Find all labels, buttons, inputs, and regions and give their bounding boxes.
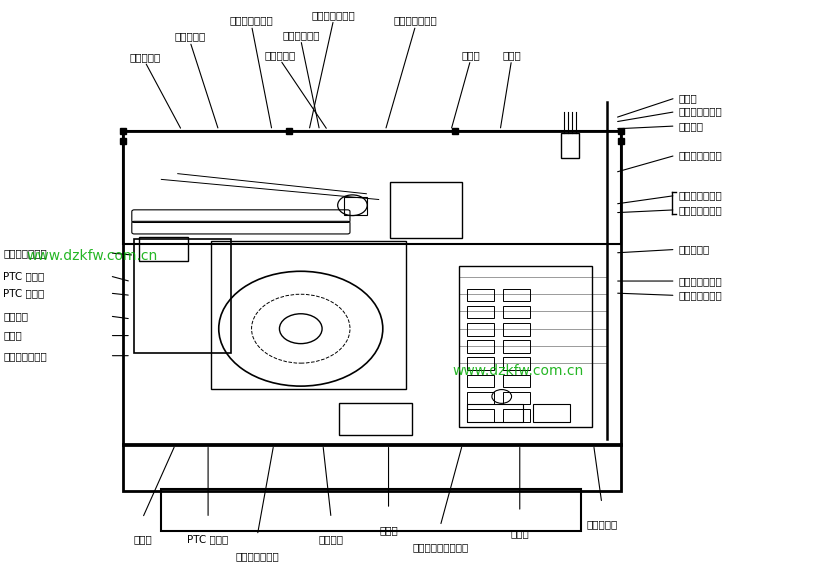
- Bar: [467, 288, 494, 301]
- Bar: [123, 444, 621, 490]
- Text: 接风盒: 接风盒: [133, 534, 151, 544]
- Text: 电线护套圈: 电线护套圈: [174, 32, 206, 42]
- Text: 十字槽盘头螺钉: 十字槽盘头螺钉: [235, 552, 279, 561]
- Text: 电子门锁引接线: 电子门锁引接线: [678, 290, 722, 301]
- Text: 电线护套圈: 电线护套圈: [678, 245, 709, 254]
- Text: 飞机支撑脚: 飞机支撑脚: [586, 519, 617, 529]
- Bar: [467, 374, 494, 387]
- Bar: [504, 357, 530, 370]
- Bar: [504, 392, 530, 404]
- Text: 辉光启动器座: 辉光启动器座: [282, 30, 319, 40]
- Bar: [467, 392, 494, 404]
- Text: PTC 加热器: PTC 加热器: [3, 288, 44, 298]
- Text: 缠绕护套管: 缠绕护套管: [129, 52, 160, 62]
- Text: 十字槽盘头螺钉: 十字槽盘头螺钉: [678, 190, 722, 200]
- Bar: [211, 241, 406, 389]
- Text: 烘干引接线组件: 烘干引接线组件: [393, 16, 438, 25]
- Bar: [467, 409, 494, 422]
- Text: 外锯齿锁紧垫圈: 外锯齿锁紧垫圈: [678, 205, 722, 215]
- Text: 温控器: 温控器: [3, 331, 21, 340]
- Text: 风机垫脚: 风机垫脚: [319, 534, 344, 544]
- Text: 变压器: 变压器: [461, 50, 480, 60]
- Text: PTC 后支架: PTC 后支架: [188, 534, 229, 544]
- Bar: [139, 237, 188, 261]
- Text: 十字槽盘头螺钉: 十字槽盘头螺钉: [678, 150, 722, 160]
- Text: PTC 前支架: PTC 前支架: [3, 271, 44, 281]
- Bar: [467, 323, 494, 336]
- Text: 接线端子: 接线端子: [678, 121, 703, 131]
- Bar: [504, 288, 530, 301]
- Bar: [467, 404, 523, 422]
- Bar: [123, 130, 621, 243]
- Text: 辉光启动器: 辉光启动器: [265, 50, 296, 60]
- Text: 电源引线组急案: 电源引线组急案: [678, 276, 722, 286]
- Bar: [134, 239, 231, 353]
- Bar: [560, 133, 579, 158]
- Bar: [504, 306, 530, 319]
- Bar: [459, 265, 592, 428]
- Text: 十字槽沉头螺钉: 十字槽沉头螺钉: [678, 107, 722, 117]
- Bar: [339, 403, 412, 435]
- Text: 门控开关串联引接线: 门控开关串联引接线: [412, 542, 468, 552]
- Text: 烘干回路线组件: 烘干回路线组件: [3, 248, 47, 258]
- Bar: [390, 182, 463, 238]
- Bar: [467, 306, 494, 319]
- Bar: [344, 197, 367, 215]
- Bar: [533, 404, 570, 422]
- Bar: [504, 323, 530, 336]
- Bar: [161, 489, 581, 531]
- Bar: [504, 374, 530, 387]
- Text: www.dzkfw.com.cn: www.dzkfw.com.cn: [453, 364, 584, 377]
- Text: 电器罩定位支板: 电器罩定位支板: [3, 351, 47, 361]
- Text: 左右灯座引接线: 左右灯座引接线: [230, 16, 273, 25]
- Bar: [504, 409, 530, 422]
- Text: 保洁引接线组件: 保洁引接线组件: [312, 10, 356, 20]
- Text: www.dzkfw.com.cn: www.dzkfw.com.cn: [26, 249, 157, 263]
- Bar: [467, 340, 494, 353]
- Bar: [504, 340, 530, 353]
- Bar: [467, 357, 494, 370]
- Bar: [123, 130, 621, 445]
- Text: 接风盒盖: 接风盒盖: [3, 311, 28, 321]
- Text: 后盖板: 后盖板: [502, 50, 521, 60]
- Text: 电源线: 电源线: [678, 93, 697, 103]
- Text: 电源板: 电源板: [510, 528, 529, 538]
- Text: 镇流器: 镇流器: [379, 525, 398, 535]
